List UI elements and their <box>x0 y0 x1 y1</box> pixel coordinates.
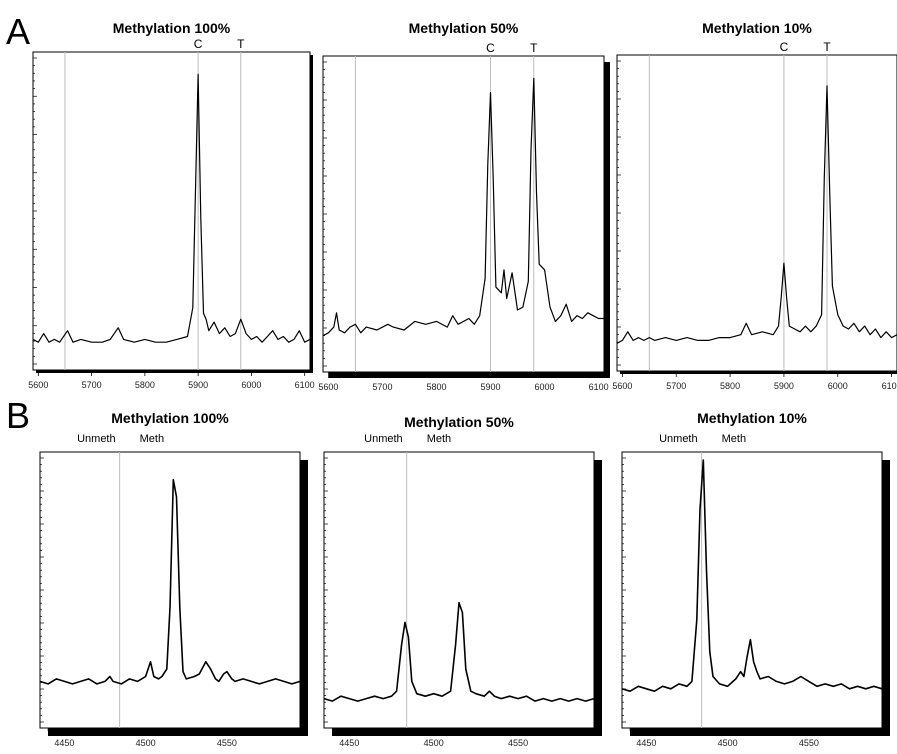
x-tick-label: 6000 <box>535 382 555 392</box>
x-tick-label: 6100 <box>589 382 609 392</box>
x-tick-label: 5600 <box>612 381 632 391</box>
frame-shadow-right <box>594 460 602 736</box>
x-tick-label: 4500 <box>424 738 444 748</box>
meth-label: Meth <box>140 433 164 445</box>
x-tick-label: 5800 <box>720 381 740 391</box>
chart-title-b1: Methylation 100% <box>111 410 229 426</box>
spectrum-trace <box>39 478 301 685</box>
x-tick-label: 5900 <box>481 382 501 392</box>
marker-label: T <box>530 41 538 55</box>
panel-label-a: A <box>6 11 31 52</box>
x-tick-label: 5900 <box>188 380 208 390</box>
x-tick-label: 4550 <box>799 738 819 748</box>
unmeth-label: Unmeth <box>364 433 403 445</box>
chart-title-a3: Methylation 10% <box>702 20 812 36</box>
x-tick-label: 6000 <box>828 381 848 391</box>
x-tick-label: 5800 <box>426 382 446 392</box>
spectrum-trace <box>621 459 883 692</box>
unmeth-label: Unmeth <box>659 433 698 445</box>
frame-shadow-bottom <box>332 728 602 736</box>
chart-title-b3: Methylation 10% <box>697 410 807 426</box>
x-tick-label: 5800 <box>135 380 155 390</box>
frame-shadow-right <box>310 55 313 373</box>
frame-shadow-bottom <box>630 728 890 736</box>
spectrum-trace <box>32 73 311 343</box>
chart-title-a1: Methylation 100% <box>112 20 231 36</box>
x-tick-label: 4550 <box>217 738 237 748</box>
x-tick-label: 4450 <box>54 738 74 748</box>
plot-frame <box>32 51 311 371</box>
marker-label: C <box>780 40 789 54</box>
x-tick-label: 4500 <box>136 738 156 748</box>
x-tick-label: 5700 <box>82 380 102 390</box>
chart-title-a2: Methylation 50% <box>408 20 519 36</box>
x-tick-label: 4550 <box>508 738 528 748</box>
spectrum-trace <box>322 77 604 337</box>
frame-shadow-right <box>604 62 610 378</box>
spectrum-trace <box>323 601 595 702</box>
x-tick-label: 6000 <box>241 380 261 390</box>
chart-title-b2: Methylation 50% <box>404 414 514 430</box>
frame-shadow-bottom <box>36 370 313 373</box>
spectrum-trace <box>616 85 897 344</box>
x-tick-label: 6100 <box>295 380 315 390</box>
x-tick-label: 5700 <box>372 382 392 392</box>
frame-shadow-right <box>882 460 890 736</box>
x-tick-label: 4450 <box>339 738 359 748</box>
x-tick-label: 4450 <box>636 738 656 748</box>
plot-frame <box>616 54 897 372</box>
frame-shadow-bottom <box>329 372 610 378</box>
x-tick-label: 5600 <box>318 382 338 392</box>
panel-label-b: B <box>6 395 31 436</box>
marker-label: C <box>486 41 495 55</box>
x-tick-label: 5700 <box>666 381 686 391</box>
marker-label: T <box>823 40 831 54</box>
meth-label: Meth <box>722 433 746 445</box>
frame-shadow-bottom <box>620 371 897 374</box>
meth-label: Meth <box>427 433 451 445</box>
x-tick-label: 6100 <box>882 381 897 391</box>
x-tick-label: 5900 <box>774 381 794 391</box>
x-tick-label: 5600 <box>28 380 48 390</box>
frame-shadow-bottom <box>48 728 308 736</box>
marker-label: T <box>237 37 245 51</box>
plot-frame <box>621 451 883 729</box>
marker-label: C <box>194 37 203 51</box>
unmeth-label: Unmeth <box>77 433 116 445</box>
frame-shadow-right <box>300 460 308 736</box>
x-tick-label: 4500 <box>718 738 738 748</box>
plot-frame <box>323 451 595 729</box>
